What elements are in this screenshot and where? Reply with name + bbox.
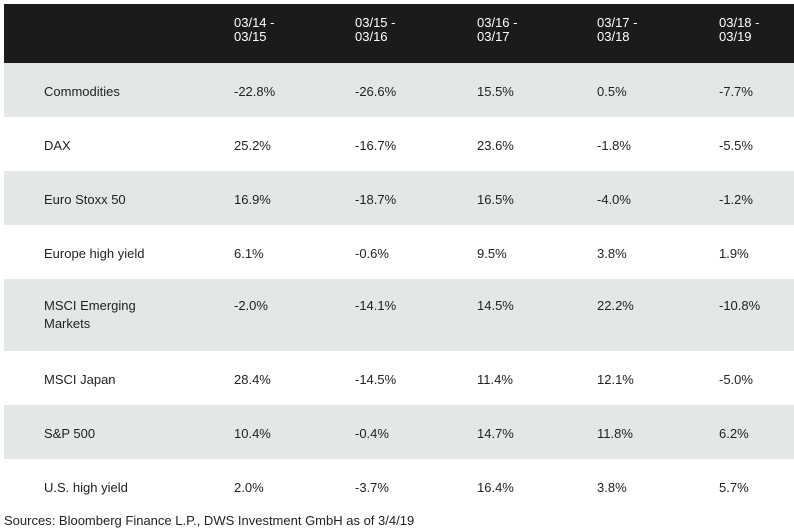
returns-table: 03/14 - 03/15 03/15 - 03/16 03/16 - 03/1… (4, 4, 794, 513)
table-cell: -16.7% (355, 138, 397, 153)
column-header: 03/17 - 03/18 (597, 15, 638, 44)
table-cell: 5.7% (719, 480, 749, 495)
row-label: MSCI Emerging Markets (44, 298, 136, 331)
table-cell: 2.0% (234, 480, 264, 495)
row-label: Commodities (44, 84, 120, 99)
table-cell: -3.7% (355, 480, 389, 495)
table-cell: -4.0% (597, 192, 631, 207)
column-header: 03/15 - 03/16 (355, 15, 396, 44)
table-cell: -0.4% (355, 426, 389, 441)
table-cell: 9.5% (477, 246, 507, 261)
table-cell: -2.0% (234, 298, 268, 313)
table-cell: -1.2% (719, 192, 753, 207)
column-header: 03/18 - 03/19 (719, 15, 760, 44)
table-cell: 11.8% (597, 426, 633, 441)
table-cell: 14.7% (477, 426, 514, 441)
table-cell: -7.7% (719, 84, 753, 99)
table-cell: -14.5% (355, 372, 397, 387)
row-label: Europe high yield (44, 246, 145, 261)
table-cell: 15.5% (477, 84, 514, 99)
table-cell: 16.4% (477, 480, 514, 495)
table-cell: -0.6% (355, 246, 389, 261)
table-row: MSCI Emerging Markets -2.0% -14.1% 14.5%… (4, 279, 794, 351)
row-label: MSCI Japan (44, 372, 116, 387)
table-cell: -5.5% (719, 138, 753, 153)
source-note: Sources: Bloomberg Finance L.P., DWS Inv… (4, 513, 415, 528)
table-cell: 16.9% (234, 192, 271, 207)
table-cell: 6.2% (719, 426, 749, 441)
row-label: DAX (44, 138, 71, 153)
table-cell: 10.4% (234, 426, 271, 441)
table-cell: -1.8% (597, 138, 631, 153)
table-cell: -26.6% (355, 84, 397, 99)
table-cell: 14.5% (477, 298, 514, 313)
table-header: 03/14 - 03/15 03/15 - 03/16 03/16 - 03/1… (4, 4, 794, 63)
table-cell: -22.8% (234, 84, 276, 99)
table-cell: -18.7% (355, 192, 397, 207)
table-cell: 1.9% (719, 246, 749, 261)
row-label: U.S. high yield (44, 480, 128, 495)
table-cell: 11.4% (477, 372, 513, 387)
column-header: 03/14 - 03/15 (234, 15, 275, 44)
table-cell: 3.8% (597, 246, 627, 261)
row-label: Euro Stoxx 50 (44, 192, 126, 207)
table-cell: 28.4% (234, 372, 271, 387)
table-cell: 22.2% (597, 298, 634, 313)
table-row: Euro Stoxx 50 16.9% -18.7% 16.5% -4.0% -… (4, 171, 794, 225)
table-cell: 6.1% (234, 246, 264, 261)
table-row: Europe high yield 6.1% -0.6% 9.5% 3.8% 1… (4, 225, 794, 279)
table-cell: 0.5% (597, 84, 627, 99)
table-cell: 16.5% (477, 192, 514, 207)
table-cell: 12.1% (597, 372, 634, 387)
row-label: S&P 500 (44, 426, 96, 441)
column-header: 03/16 - 03/17 (477, 15, 518, 44)
table-cell: -14.1% (355, 298, 397, 313)
table-row: MSCI Japan 28.4% -14.5% 11.4% 12.1% -5.0… (4, 351, 794, 405)
table-cell: 3.8% (597, 480, 627, 495)
table-cell: -5.0% (719, 372, 753, 387)
table-row: S&P 500 10.4% -0.4% 14.7% 11.8% 6.2% (4, 405, 794, 459)
table-row: Commodities -22.8% -26.6% 15.5% 0.5% -7.… (4, 63, 794, 117)
table-cell: -10.8% (719, 298, 761, 313)
table-cell: 25.2% (234, 138, 271, 153)
table-row: DAX 25.2% -16.7% 23.6% -1.8% -5.5% (4, 117, 794, 171)
table-row: U.S. high yield 2.0% -3.7% 16.4% 3.8% 5.… (4, 459, 794, 513)
table-cell: 23.6% (477, 138, 514, 153)
